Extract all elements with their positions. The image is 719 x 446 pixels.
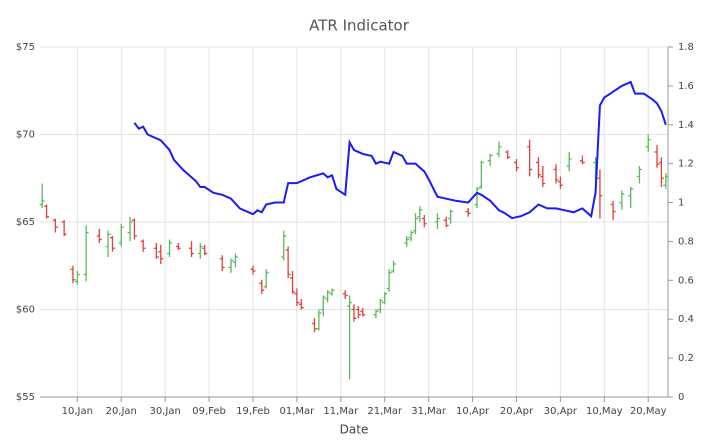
- y2-tick-label: 1.2: [678, 159, 694, 170]
- atr-line: [133, 80, 667, 220]
- y2-tick-label: 0.6: [678, 275, 694, 286]
- x-tick-label: 20,Apr: [500, 406, 534, 417]
- x-tick-label: 20,Jan: [106, 406, 137, 417]
- x-tick-label: 20,May: [630, 406, 667, 417]
- y2-tick-label: 1.8: [678, 42, 694, 53]
- y2-tick-label: 0.4: [678, 314, 694, 325]
- x-tick-label: 30,Jan: [149, 406, 180, 417]
- y-tick-label: $75: [16, 42, 35, 53]
- y2-tick-label: 1: [678, 198, 684, 209]
- y-tick-label: $55: [16, 392, 35, 403]
- y-tick-label: $70: [16, 130, 35, 141]
- chart-title: ATR Indicator: [309, 17, 410, 35]
- x-tick-label: 10,Jan: [62, 406, 93, 417]
- x-tick-label: 30,Apr: [544, 406, 578, 417]
- x-tick-label: 21,Mar: [367, 406, 403, 417]
- y2-tick-label: 1.6: [678, 81, 694, 92]
- x-tick-label: 10,Apr: [456, 406, 490, 417]
- x-tick-label: 11,Mar: [323, 406, 359, 417]
- x-tick-label: 31,Mar: [411, 406, 447, 417]
- x-tick-label: 01,Mar: [280, 406, 316, 417]
- y2-tick-label: 1.4: [678, 120, 694, 131]
- x-tick-label: 19,Feb: [236, 406, 270, 417]
- x-axis-title: Date: [340, 423, 369, 437]
- y2-tick-label: 0.8: [678, 236, 694, 247]
- y2-tick-label: 0.2: [678, 353, 694, 364]
- x-tick-label: 10,May: [586, 406, 623, 417]
- y2-tick-label: 0: [678, 392, 684, 403]
- y-tick-label: $60: [16, 305, 35, 316]
- x-tick-label: 09,Feb: [192, 406, 226, 417]
- y-tick-label: $65: [16, 217, 35, 228]
